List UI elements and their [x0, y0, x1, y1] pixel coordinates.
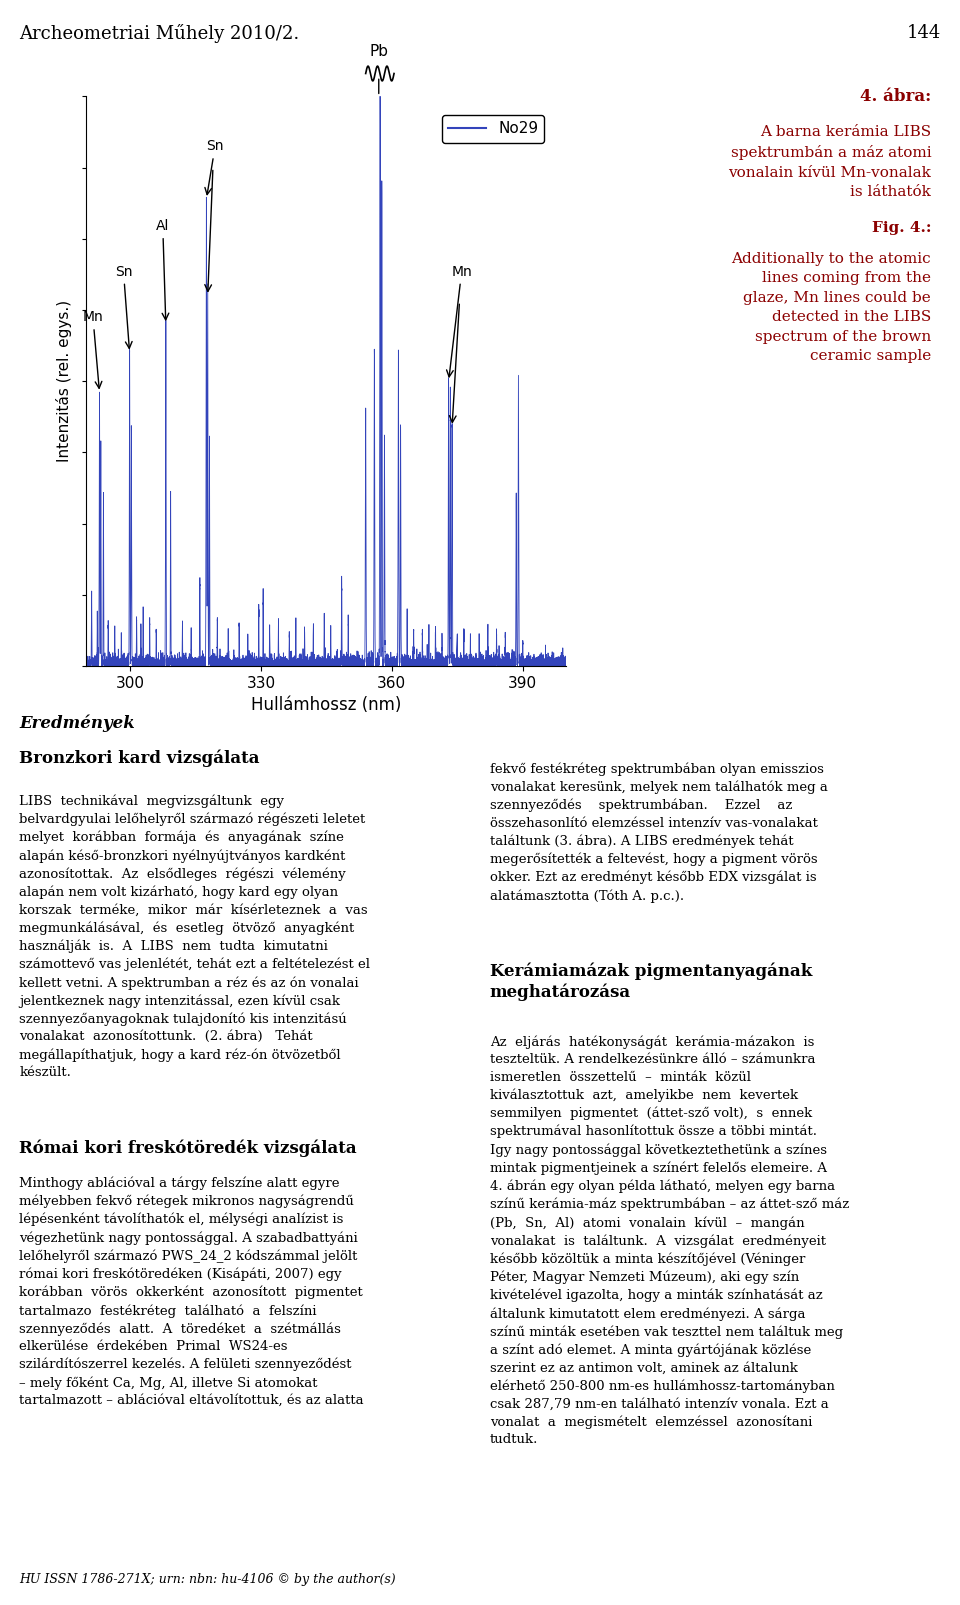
Text: Minthogy ablációval a tárgy felszíne alatt egyre
mélyebben fekvő rétegek mikrono: Minthogy ablációval a tárgy felszíne ala…	[19, 1176, 364, 1408]
Text: Sn: Sn	[115, 265, 132, 348]
Text: Fig. 4.:: Fig. 4.:	[872, 221, 931, 236]
Text: Római kori freskótöredék vizsgálata: Római kori freskótöredék vizsgálata	[19, 1140, 357, 1157]
Text: Sn: Sn	[204, 140, 224, 194]
Text: Pb: Pb	[370, 45, 388, 59]
Text: LIBS  technikával  megvizsgáltunk  egy
belvardgyulai lelőhelyről származó régész: LIBS technikával megvizsgáltunk egy belv…	[19, 794, 371, 1079]
Text: Al: Al	[156, 218, 170, 319]
Text: Mn: Mn	[446, 265, 472, 377]
Text: Additionally to the atomic
lines coming from the
glaze, Mn lines could be
detect: Additionally to the atomic lines coming …	[732, 252, 931, 363]
Text: Mn: Mn	[83, 310, 104, 388]
X-axis label: Hullámhossz (nm): Hullámhossz (nm)	[252, 697, 401, 714]
Text: HU ISSN 1786-271X; urn: nbn: hu-4106 © by the author(s): HU ISSN 1786-271X; urn: nbn: hu-4106 © b…	[19, 1573, 396, 1586]
Y-axis label: Intenzitás (rel. egys.): Intenzitás (rel. egys.)	[56, 300, 72, 462]
Text: Archeometriai Műhely 2010/2.: Archeometriai Műhely 2010/2.	[19, 24, 300, 43]
Text: 4. ábra:: 4. ábra:	[860, 88, 931, 106]
Text: 144: 144	[906, 24, 941, 42]
Text: Eredmények: Eredmények	[19, 714, 135, 732]
Text: Bronzkori kard vizsgálata: Bronzkori kard vizsgálata	[19, 750, 260, 767]
Legend: No29: No29	[442, 116, 544, 143]
Text: A barna kerámia LIBS
spektrumbán a máz atomi
vonalain kívül Mn-vonalak
is láthat: A barna kerámia LIBS spektrumbán a máz a…	[729, 125, 931, 199]
Text: fekvő festékréteg spektrumbában olyan emisszios
vonalakat keresünk, melyek nem t: fekvő festékréteg spektrumbában olyan em…	[490, 762, 828, 902]
Text: Kerámiamázak pigmentanyagának
meghatározása: Kerámiamázak pigmentanyagának meghatároz…	[490, 963, 812, 1000]
Text: Az  eljárás  hatékonyságát  kerámia-mázakon  is
teszteltük. A rendelkezésünkre á: Az eljárás hatékonyságát kerámia-mázakon…	[490, 1035, 849, 1446]
